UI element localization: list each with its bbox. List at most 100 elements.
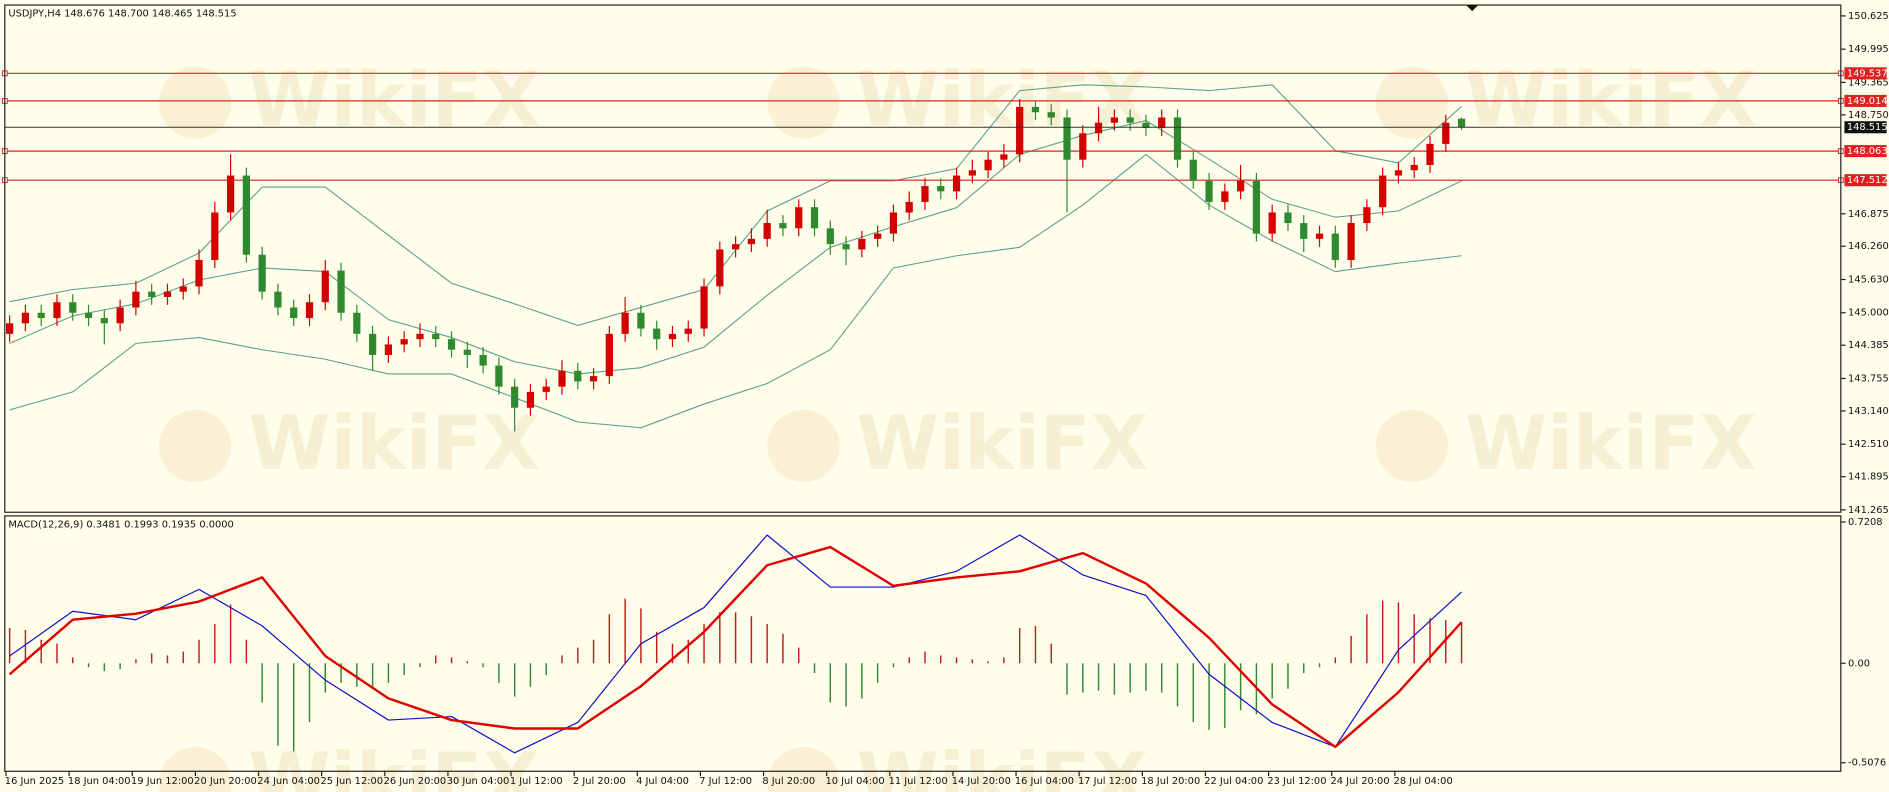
candle-body xyxy=(321,270,329,303)
candle-body xyxy=(1221,191,1229,202)
candle-body xyxy=(132,291,140,308)
y-tick-label: 0.00 xyxy=(1848,658,1870,669)
candle-body xyxy=(1252,180,1261,234)
watermark: WikiFX xyxy=(857,737,1149,792)
candle-body xyxy=(6,323,14,334)
watermark-logo xyxy=(159,747,232,792)
y-tick-label: 141.895 xyxy=(1848,472,1889,483)
candle-body xyxy=(416,333,424,340)
candle-body xyxy=(1110,117,1118,123)
level-label: 148.063 xyxy=(1847,146,1888,157)
x-tick-label: 22 Jul 04:00 xyxy=(1204,776,1263,787)
candle-body xyxy=(589,376,598,382)
x-tick-label: 26 Jun 20:00 xyxy=(384,776,447,787)
y-tick-label: 0.7208 xyxy=(1848,517,1882,528)
bollinger-band xyxy=(9,153,1462,429)
candle-body xyxy=(1363,207,1371,224)
candle-body xyxy=(1000,154,1008,160)
watermark: WikiFX xyxy=(248,400,540,487)
candle-body xyxy=(1063,117,1071,160)
candle-body xyxy=(1016,106,1024,155)
watermark-logo xyxy=(767,747,840,792)
watermark-logo xyxy=(1375,409,1449,483)
candle-body xyxy=(1031,106,1040,113)
x-tick-label: 16 Jun 2025 xyxy=(5,776,64,787)
candle-body xyxy=(1173,117,1182,160)
y-tick-label: 142.510 xyxy=(1848,439,1889,450)
candle-body xyxy=(1394,170,1403,176)
candle-body xyxy=(716,249,724,287)
candle-body xyxy=(542,386,550,392)
candle-body xyxy=(53,302,61,319)
candle-body xyxy=(305,302,314,319)
candle-body xyxy=(479,354,487,366)
candle-body xyxy=(432,333,440,340)
price-panel: 150.625 149.995 149.365 148.750 146.875 146.2… xyxy=(1,11,1889,516)
level-label-bg xyxy=(1844,67,1887,80)
y-tick-label: -0.5076 xyxy=(1848,758,1886,769)
candle-body xyxy=(795,207,803,229)
candle-body xyxy=(779,223,787,229)
candle-body xyxy=(274,291,282,308)
candle-body xyxy=(179,286,187,292)
macd-panel: 0.7208 0.00 -0.5076 xyxy=(8,517,1886,769)
candle-body xyxy=(952,175,961,192)
y-tick-label: 141.265 xyxy=(1848,505,1889,516)
candle-body xyxy=(21,312,30,324)
shift-marker xyxy=(1466,5,1479,12)
candle-body xyxy=(984,159,992,171)
level-label: 149.014 xyxy=(1847,96,1888,107)
candle-body xyxy=(637,312,645,329)
candle-body xyxy=(1457,118,1466,128)
candle-body xyxy=(1300,223,1308,239)
candle-body xyxy=(1079,133,1087,160)
candle-body xyxy=(1094,122,1103,134)
candle-body xyxy=(1237,180,1245,192)
level-label-bg xyxy=(1844,94,1887,107)
x-tick-label: 28 Jul 04:00 xyxy=(1394,776,1453,787)
x-tick-label: 8 Jul 20:00 xyxy=(762,776,815,787)
level-label: 147.512 xyxy=(1847,175,1888,186)
x-tick-label: 11 Jul 12:00 xyxy=(889,776,948,787)
candle-body xyxy=(1126,117,1134,123)
candle-body xyxy=(1047,112,1055,118)
candle-body xyxy=(400,339,408,345)
y-tick-label: 144.385 xyxy=(1848,340,1889,351)
x-tick-label: 4 Jul 04:00 xyxy=(636,776,689,787)
candle-body xyxy=(353,312,361,334)
candle-body xyxy=(463,349,471,355)
watermark-logo xyxy=(159,66,232,139)
candle-body xyxy=(1158,117,1166,129)
candle-body xyxy=(1284,212,1292,224)
x-tick-label: 24 Jun 04:00 xyxy=(257,776,320,787)
candle-body xyxy=(84,312,93,319)
y-tick-label: 149.995 xyxy=(1848,44,1889,55)
level-label-bg xyxy=(1844,174,1887,187)
y-tick-label: 145.630 xyxy=(1848,275,1889,286)
candle-body xyxy=(258,254,266,292)
x-tick-label: 17 Jul 12:00 xyxy=(1078,776,1137,787)
symbol-header: USDJPY,H4 148.676 148.700 148.465 148.51… xyxy=(8,9,236,20)
y-tick-label: 146.875 xyxy=(1848,209,1889,220)
x-tick-label: 10 Jul 04:00 xyxy=(825,776,884,787)
y-tick-label: 149.365 xyxy=(1848,77,1889,88)
candle-body xyxy=(842,244,850,250)
y-tick-label: 143.140 xyxy=(1848,406,1889,417)
candle-body xyxy=(558,370,566,387)
x-tick-label: 19 Jun 12:00 xyxy=(131,776,194,787)
candle-body xyxy=(747,238,755,245)
current-price-bg xyxy=(1844,121,1887,134)
candle-body xyxy=(700,286,708,329)
signal-line xyxy=(8,545,1463,749)
watermark: WikiFX xyxy=(1465,57,1757,144)
candle-body xyxy=(148,291,156,297)
candle-body xyxy=(337,270,345,313)
watermark: WikiFX xyxy=(248,57,540,144)
watermark-logo xyxy=(767,409,840,483)
price-frame xyxy=(4,4,1842,513)
candle-body xyxy=(242,175,250,255)
candle-body xyxy=(37,312,45,319)
candle-body xyxy=(447,339,456,350)
candle-body xyxy=(1142,122,1150,129)
candle-body xyxy=(1379,175,1387,208)
